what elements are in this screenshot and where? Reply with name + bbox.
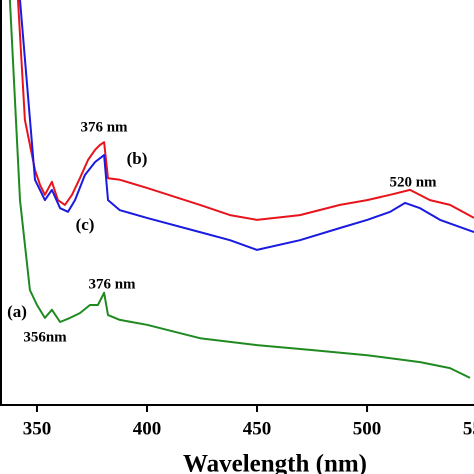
series-label: (a) bbox=[7, 302, 27, 321]
data-line bbox=[8, 0, 471, 379]
x-tick-label: 350 bbox=[23, 418, 52, 439]
x-tick-label: 550 bbox=[463, 418, 474, 439]
data-line bbox=[17, 0, 474, 221]
x-tick-label: 450 bbox=[243, 418, 272, 439]
annotation: 356nm bbox=[23, 329, 67, 345]
annotation: 520 nm bbox=[389, 174, 437, 190]
annotation: 376 nm bbox=[80, 119, 128, 135]
series-label: (b) bbox=[127, 149, 148, 168]
x-tick-label: 500 bbox=[353, 418, 382, 439]
annotation: 376 nm bbox=[88, 276, 136, 292]
x-tick-label: 400 bbox=[133, 418, 162, 439]
x-axis-title: Wavelength (nm) bbox=[183, 451, 367, 474]
data-line bbox=[19, 0, 474, 251]
series-label: (c) bbox=[76, 215, 95, 234]
